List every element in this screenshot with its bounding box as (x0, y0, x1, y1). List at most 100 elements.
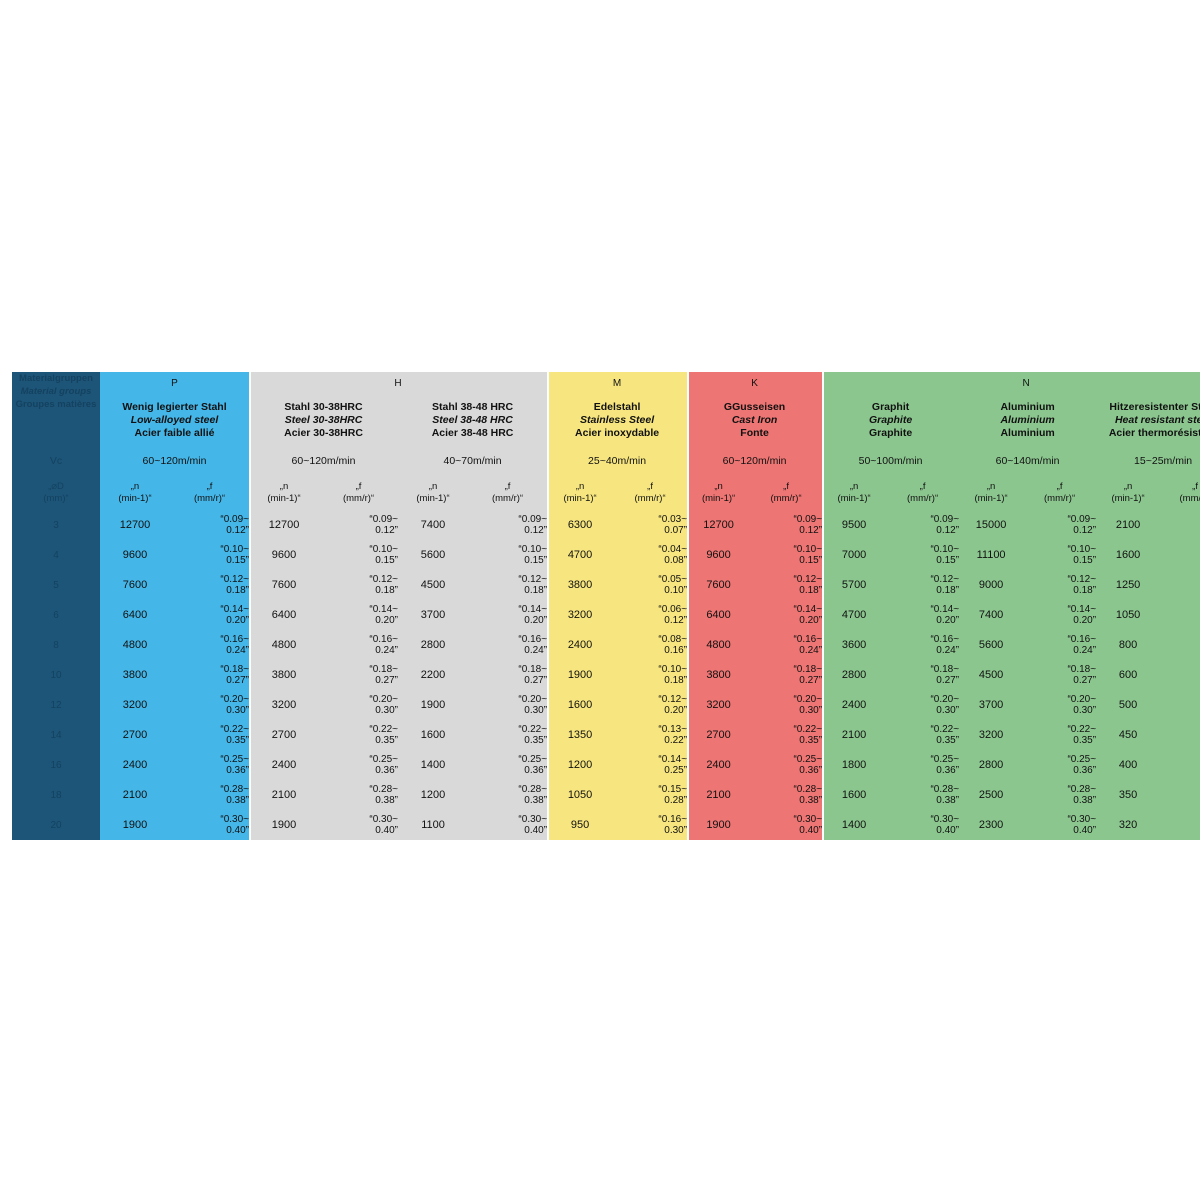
spindle-speed-cell: 2700 (687, 720, 751, 750)
feed-unit-line1: „f (919, 481, 926, 492)
feed-rate-cell: “0.20~ 0.30” (1023, 690, 1097, 720)
feed-min: “0.12~ (1067, 573, 1097, 585)
feed-max: 0.30” (1073, 705, 1097, 716)
spindle-speed-cell: 2100 (249, 780, 320, 810)
cutting-data-table-container: Materialgruppen Material groups Groupes ma… (12, 372, 1200, 840)
feed-min: “0.22~ (220, 723, 250, 735)
feed-min: “0.25~ (220, 753, 250, 765)
feed-rate-cell: “0.14~ 0.25” (613, 750, 688, 780)
feed-max: 0.36” (936, 765, 960, 776)
feed-min: “0.12~ (930, 573, 960, 585)
feed-rate-cell: “0.20~ 0.30” (170, 690, 250, 720)
material-name-cell: Stahl 38-48 HRC Steel 38-48 HRC Acier 38-4… (398, 394, 548, 446)
feed-max: 0.40” (936, 825, 960, 836)
spindle-speed-cell: 1900 (687, 810, 751, 840)
spindle-speed-cell: 3800 (100, 660, 170, 690)
diameter-unit-line2: (mm)“ (43, 493, 69, 504)
feed-rate-cell: “0.13~ 0.22” (613, 720, 688, 750)
feed-unit-line1: „f (1192, 481, 1198, 492)
feed-max: 0.24” (375, 645, 399, 656)
feed-rate-cell: “0.15~0.25” (1160, 780, 1200, 810)
spindle-speed-cell: 1800 (822, 750, 887, 780)
spindle-speed-cell: 2100 (100, 780, 170, 810)
spindle-speed-cell: 2100 (822, 720, 887, 750)
spindle-speed-cell: 2100 (1096, 510, 1161, 540)
spindle-speed-cell: 9500 (822, 510, 887, 540)
feed-unit-line2: (mm/r)“ (907, 493, 939, 504)
feed-rate-cell: “0.18~ 0.27” (1023, 660, 1097, 690)
speed-unit-line2: (min-1)“ (118, 493, 152, 504)
diameter-cell: 8 (12, 630, 100, 660)
feed-min: “0.20~ (793, 693, 823, 705)
feed-rate-cell: “0.25~ 0.36” (886, 750, 960, 780)
feed-min: “0.16~ (658, 813, 688, 825)
material-name-fr: Graphite (868, 426, 913, 439)
spindle-speed-cell: 950 (547, 810, 614, 840)
feed-min: “0.22~ (930, 723, 960, 735)
feed-min: “0.12~ (518, 573, 548, 585)
feed-min: “0.30~ (793, 813, 823, 825)
feed-max: 0.38” (375, 795, 399, 806)
material-name-en: Cast Iron (731, 413, 778, 426)
feed-max: 0.36” (799, 765, 823, 776)
feed-max: 0.35” (375, 735, 399, 746)
material-name-de: GGusseisen (723, 400, 786, 413)
feed-max: 0.25” (1160, 795, 1200, 807)
spindle-speed-cell: 12700 (249, 510, 320, 540)
feed-max: 0.20” (936, 615, 960, 626)
feed-rate-cell: “0.28~ 0.38” (1023, 780, 1097, 810)
feed-max: 0.18” (1160, 705, 1200, 717)
material-name-de: Edelstahl (593, 400, 641, 413)
spindle-speed-cell: 2300 (959, 810, 1024, 840)
feed-min: “0.15~ (658, 783, 688, 795)
spindle-speed-cell: 9600 (100, 540, 170, 570)
material-name-de: Graphit (871, 400, 910, 413)
group-letter-P: P (100, 372, 250, 394)
feed-max: 0.35” (524, 735, 548, 746)
feed-rate-cell: “0.05~ 0.10” (613, 570, 688, 600)
spindle-speed-cell: 2200 (398, 660, 469, 690)
feed-max: 0.12” (799, 525, 823, 536)
diameter-cell: 6 (12, 600, 100, 630)
table-row: 18 2100 “0.28~ 0.38” 2100 “0.28~ 0.38” 1200 “0.2… (12, 780, 1200, 810)
feed-max: 0.08” (664, 555, 688, 566)
feed-rate-cell: “0.03~ 0.07” (613, 510, 688, 540)
feed-max: 0.35” (799, 735, 823, 746)
material-name-fr: Acier inoxydable (575, 426, 660, 439)
feed-max: 0.12” (1073, 525, 1097, 536)
feed-max: 0.15” (375, 555, 399, 566)
speed-unit-header: „n (min-1)“ (687, 476, 751, 510)
feed-rate-cell: “0.14~ 0.20” (886, 600, 960, 630)
diameter-unit-line1: „⌀D (48, 481, 64, 492)
spindle-speed-cell: 3200 (687, 690, 751, 720)
feed-min: “0.10~ (1067, 543, 1097, 555)
feed-unit-header: „f(mm/r)“ (170, 476, 250, 510)
feed-max: 0.10” (664, 585, 688, 596)
feed-rate-cell: “0.14~ 0.20” (170, 600, 250, 630)
feed-min: “0.28~ (518, 783, 548, 795)
feed-min: “0.14~ (369, 603, 399, 615)
feed-max: 0.15” (226, 555, 250, 566)
feed-unit-header: „f(mm/r)“ (319, 476, 399, 510)
feed-rate-cell: “0.09~ 0.12” (319, 510, 399, 540)
feed-max: 0.15” (1073, 555, 1097, 566)
feed-min: “0.20~ (220, 693, 250, 705)
group-letter-K: K (687, 372, 823, 394)
spindle-speed-cell: 3800 (687, 660, 751, 690)
spindle-speed-cell: 12700 (100, 510, 170, 540)
feed-min: “0.18~ (518, 663, 548, 675)
feed-max: 0.18” (524, 585, 548, 596)
feed-min: “0.04~ (1160, 544, 1200, 556)
spindle-speed-cell: 3700 (959, 690, 1024, 720)
spindle-speed-cell: 1600 (1096, 540, 1161, 570)
speed-unit-line1: „n (428, 481, 438, 492)
feed-max: 0.24” (936, 645, 960, 656)
feed-min: “0.14~ (220, 603, 250, 615)
feed-rate-cell: “0.25~ 0.36” (1023, 750, 1097, 780)
spindle-speed-cell: 2800 (398, 630, 469, 660)
feed-max: 0.15” (524, 555, 548, 566)
feed-max: 0.36” (375, 765, 399, 776)
index-column-header: Materialgruppen Material groups Groupes ma… (12, 372, 100, 446)
index-header-de: Materialgruppen (19, 373, 93, 384)
feed-min: “0.09~ (1067, 513, 1097, 525)
